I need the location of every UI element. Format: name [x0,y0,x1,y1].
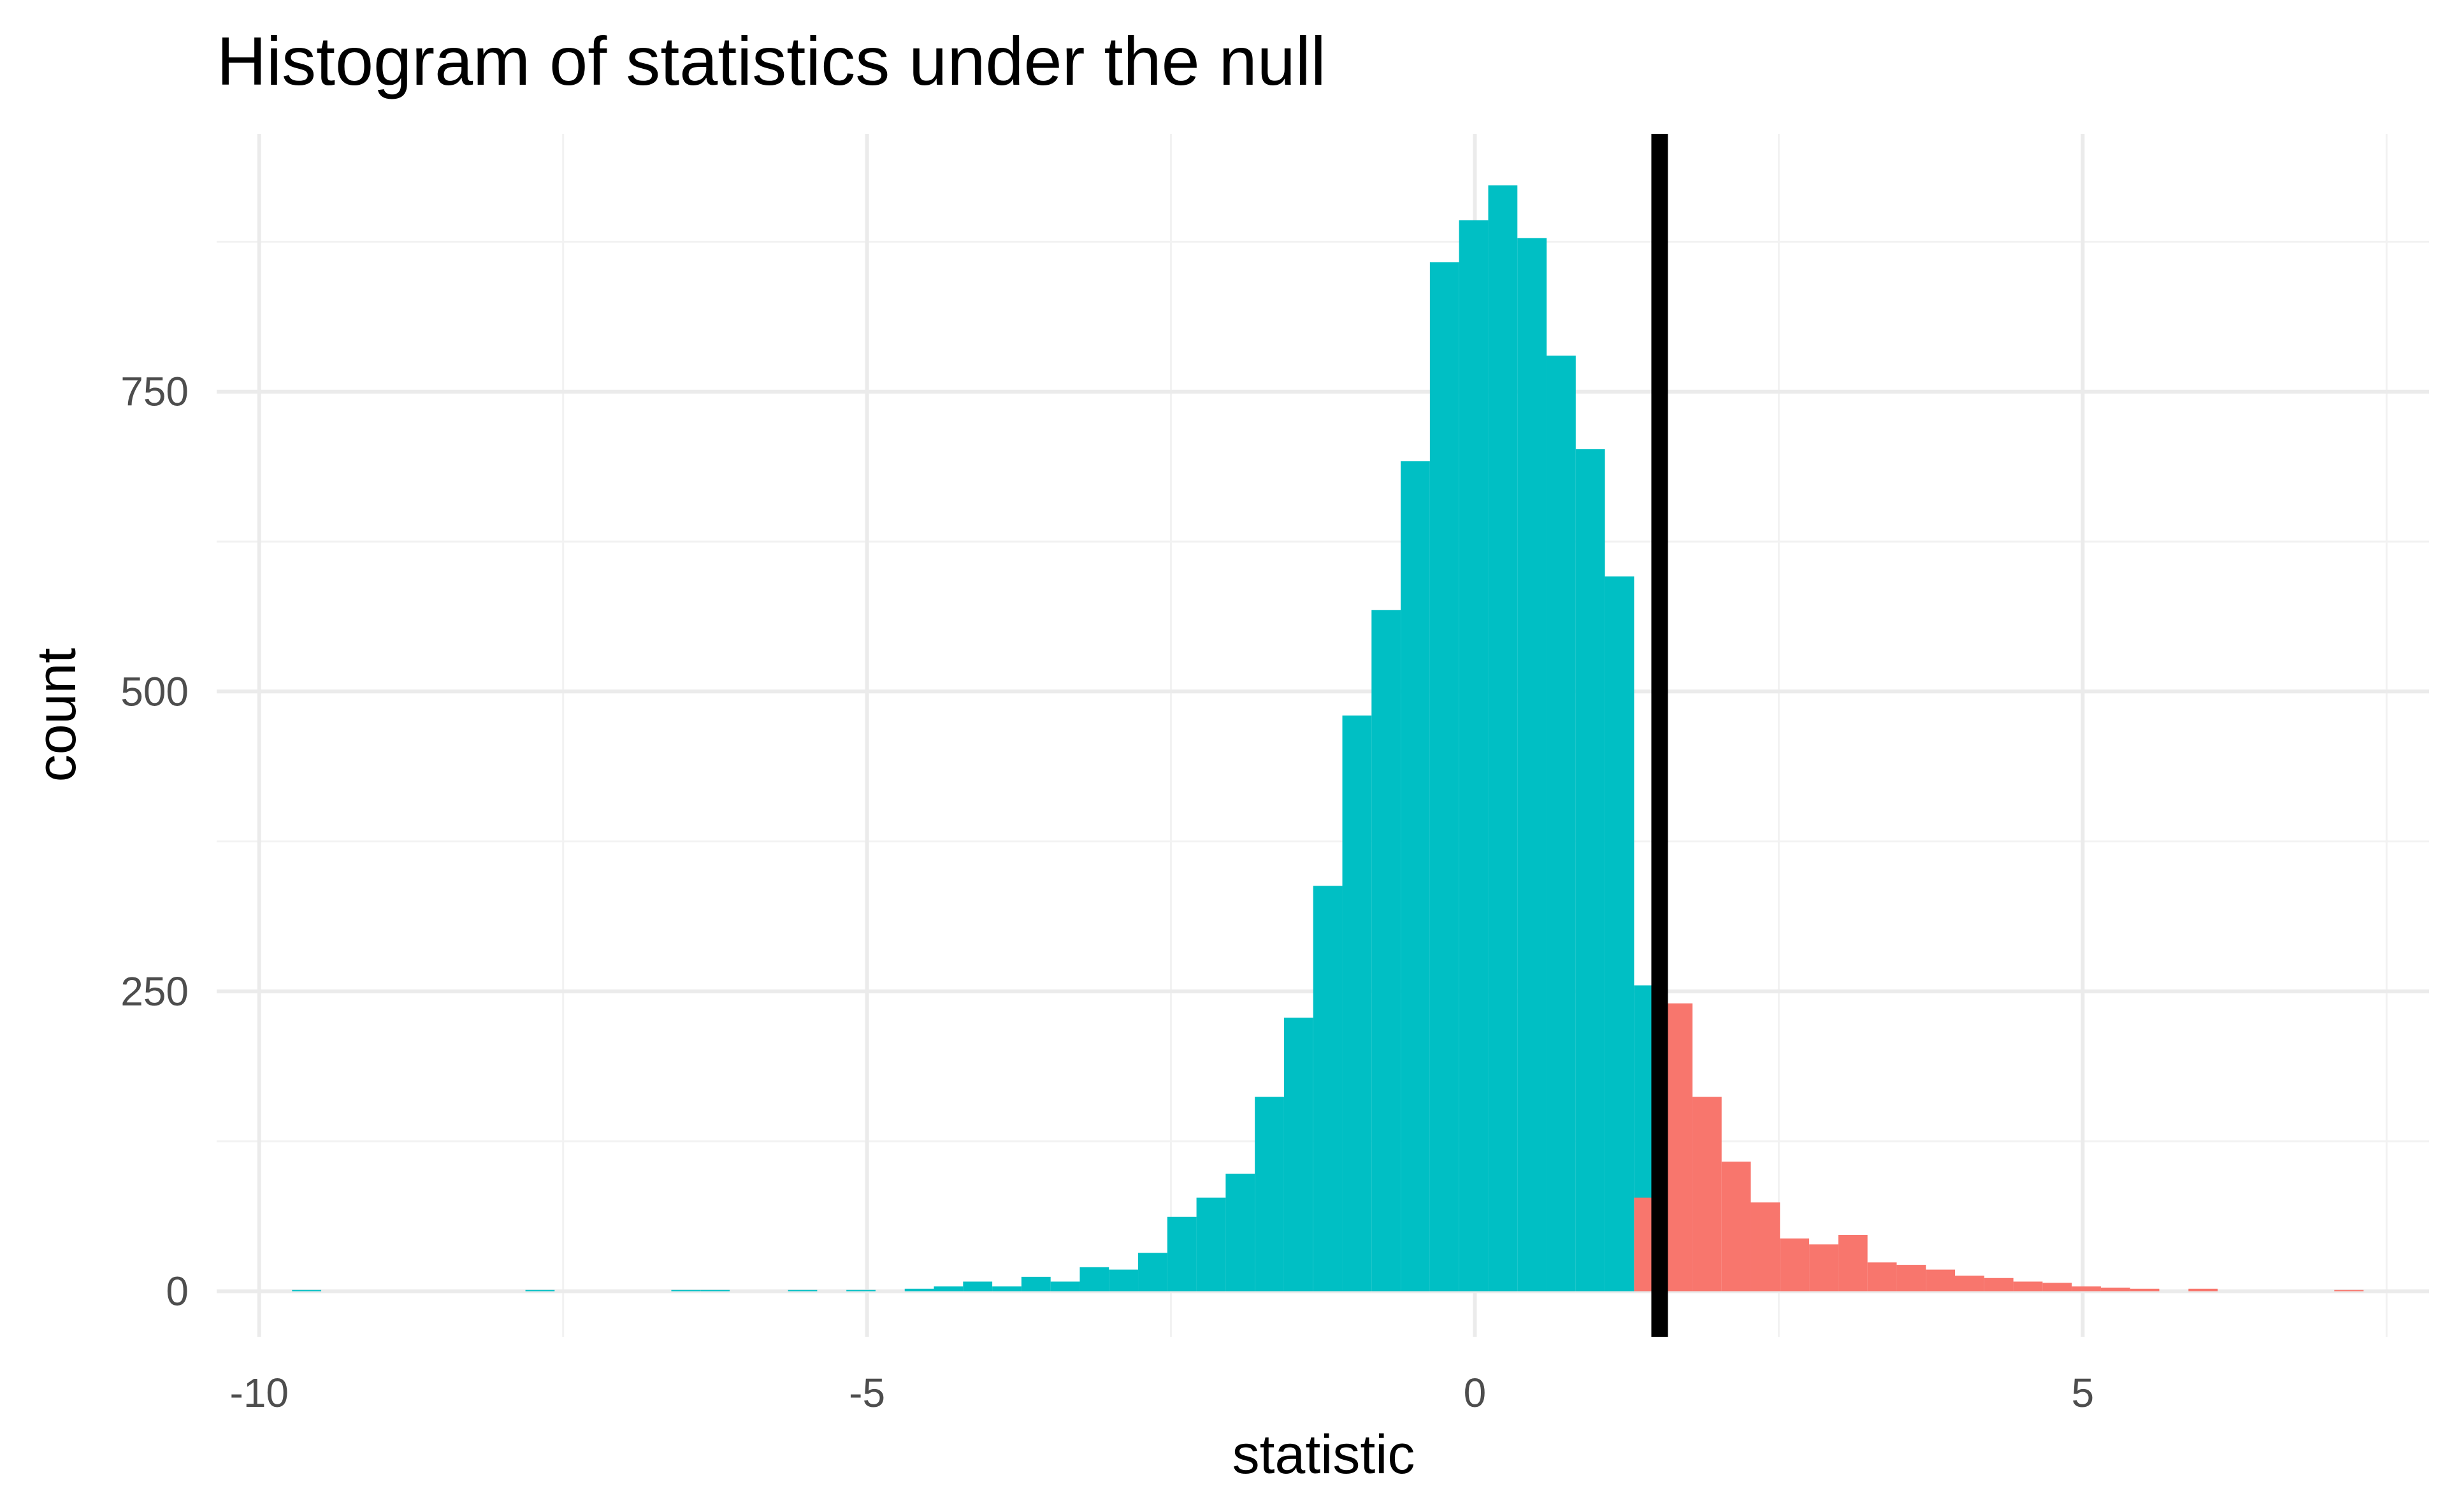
histogram-bar-above [1926,1269,1955,1292]
histogram-bar-below [1605,576,1635,1292]
histogram-bar-above [1955,1276,1984,1292]
histogram-bar-below [992,1286,1021,1292]
histogram-bar-below [1575,449,1605,1292]
histogram-bar-below [1079,1267,1109,1292]
histogram-bar-below [1138,1253,1167,1292]
histogram-bar-below [1401,461,1430,1292]
histogram-bar-below [1429,262,1459,1292]
histogram-bar-above [2100,1287,2130,1292]
chart-title: Histogram of statistics under the null [217,22,1326,99]
x-tick-label: -5 [849,1370,885,1416]
histogram-bar-above [1838,1235,1868,1292]
histogram-bar-above [2072,1286,2101,1292]
histogram-bar-below [1313,886,1343,1292]
histogram-bar-below [1371,610,1401,1292]
histogram-bar-above [2013,1281,2043,1292]
histogram-bar-below [1167,1216,1197,1292]
histogram-bar-above [1750,1202,1780,1292]
histogram-bar-below [1517,238,1547,1292]
histogram-bar-above [1896,1265,1926,1292]
histogram-bar-above [2130,1288,2160,1292]
x-tick-label: 5 [2072,1370,2095,1416]
y-tick-label: 750 [120,369,189,415]
histogram-bar-below [846,1290,876,1292]
histogram-bar-below [934,1286,964,1292]
histogram-bar-above [2188,1288,2218,1292]
histogram-bar-below [1109,1269,1139,1292]
histogram-bar-below [963,1281,993,1292]
histogram-bar-below [1342,715,1372,1292]
histogram-bar-below [1255,1097,1284,1292]
histogram-bar-above [2042,1283,2072,1292]
histogram-bars [292,185,2364,1292]
histogram-bar-below [292,1290,322,1292]
x-tick-label: -10 [230,1370,289,1416]
histogram-bar-below [1196,1197,1226,1292]
histogram-bar-below [904,1288,934,1292]
histogram-bar-above [1809,1244,1838,1292]
histogram-bar-below [671,1290,701,1292]
y-tick-label: 0 [166,1268,189,1314]
histogram-bar-below [525,1290,555,1292]
histogram-bar-above [1663,1003,1693,1292]
histogram-bar-above [1867,1262,1897,1292]
x-tick-label: 0 [1464,1370,1487,1416]
x-axis-title: statistic [1232,1424,1415,1485]
y-tick-label: 500 [120,668,189,714]
histogram-bar-below [1283,1018,1313,1292]
histogram-bar-above [1721,1162,1751,1292]
histogram-bar-below [1488,185,1518,1292]
axis-tick-labels: -10 -5 0 5 0 250 500 750 [120,369,2094,1416]
histogram-bar-below [1459,220,1489,1292]
histogram-bar-below [700,1290,730,1292]
y-tick-label: 250 [120,968,189,1014]
histogram-bar-above [2334,1290,2364,1292]
histogram-bar-below [788,1290,818,1292]
histogram-bar-below [1021,1276,1051,1292]
y-axis-title: count [26,648,87,782]
histogram-bar-above [1692,1097,1722,1292]
histogram-bar-below [1225,1174,1255,1292]
histogram-bar-above [1780,1238,1810,1292]
histogram-bar-below [1050,1281,1080,1292]
histogram-bar-below [1547,356,1576,1292]
histogram-bar-above [1984,1278,2014,1292]
